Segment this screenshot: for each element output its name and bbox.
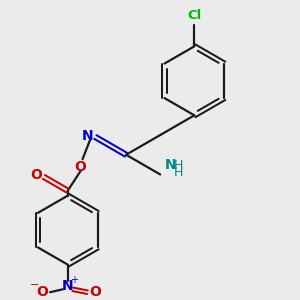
- Text: H: H: [174, 167, 183, 179]
- Text: O: O: [30, 168, 42, 182]
- Text: N: N: [62, 279, 74, 293]
- Text: N: N: [165, 158, 177, 172]
- Text: +: +: [70, 275, 78, 285]
- Text: H: H: [174, 158, 183, 172]
- Text: O: O: [36, 285, 48, 299]
- Text: O: O: [75, 160, 86, 174]
- Text: −: −: [29, 280, 39, 290]
- Text: Cl: Cl: [187, 9, 202, 22]
- Text: O: O: [89, 285, 101, 299]
- Text: N: N: [82, 129, 93, 143]
